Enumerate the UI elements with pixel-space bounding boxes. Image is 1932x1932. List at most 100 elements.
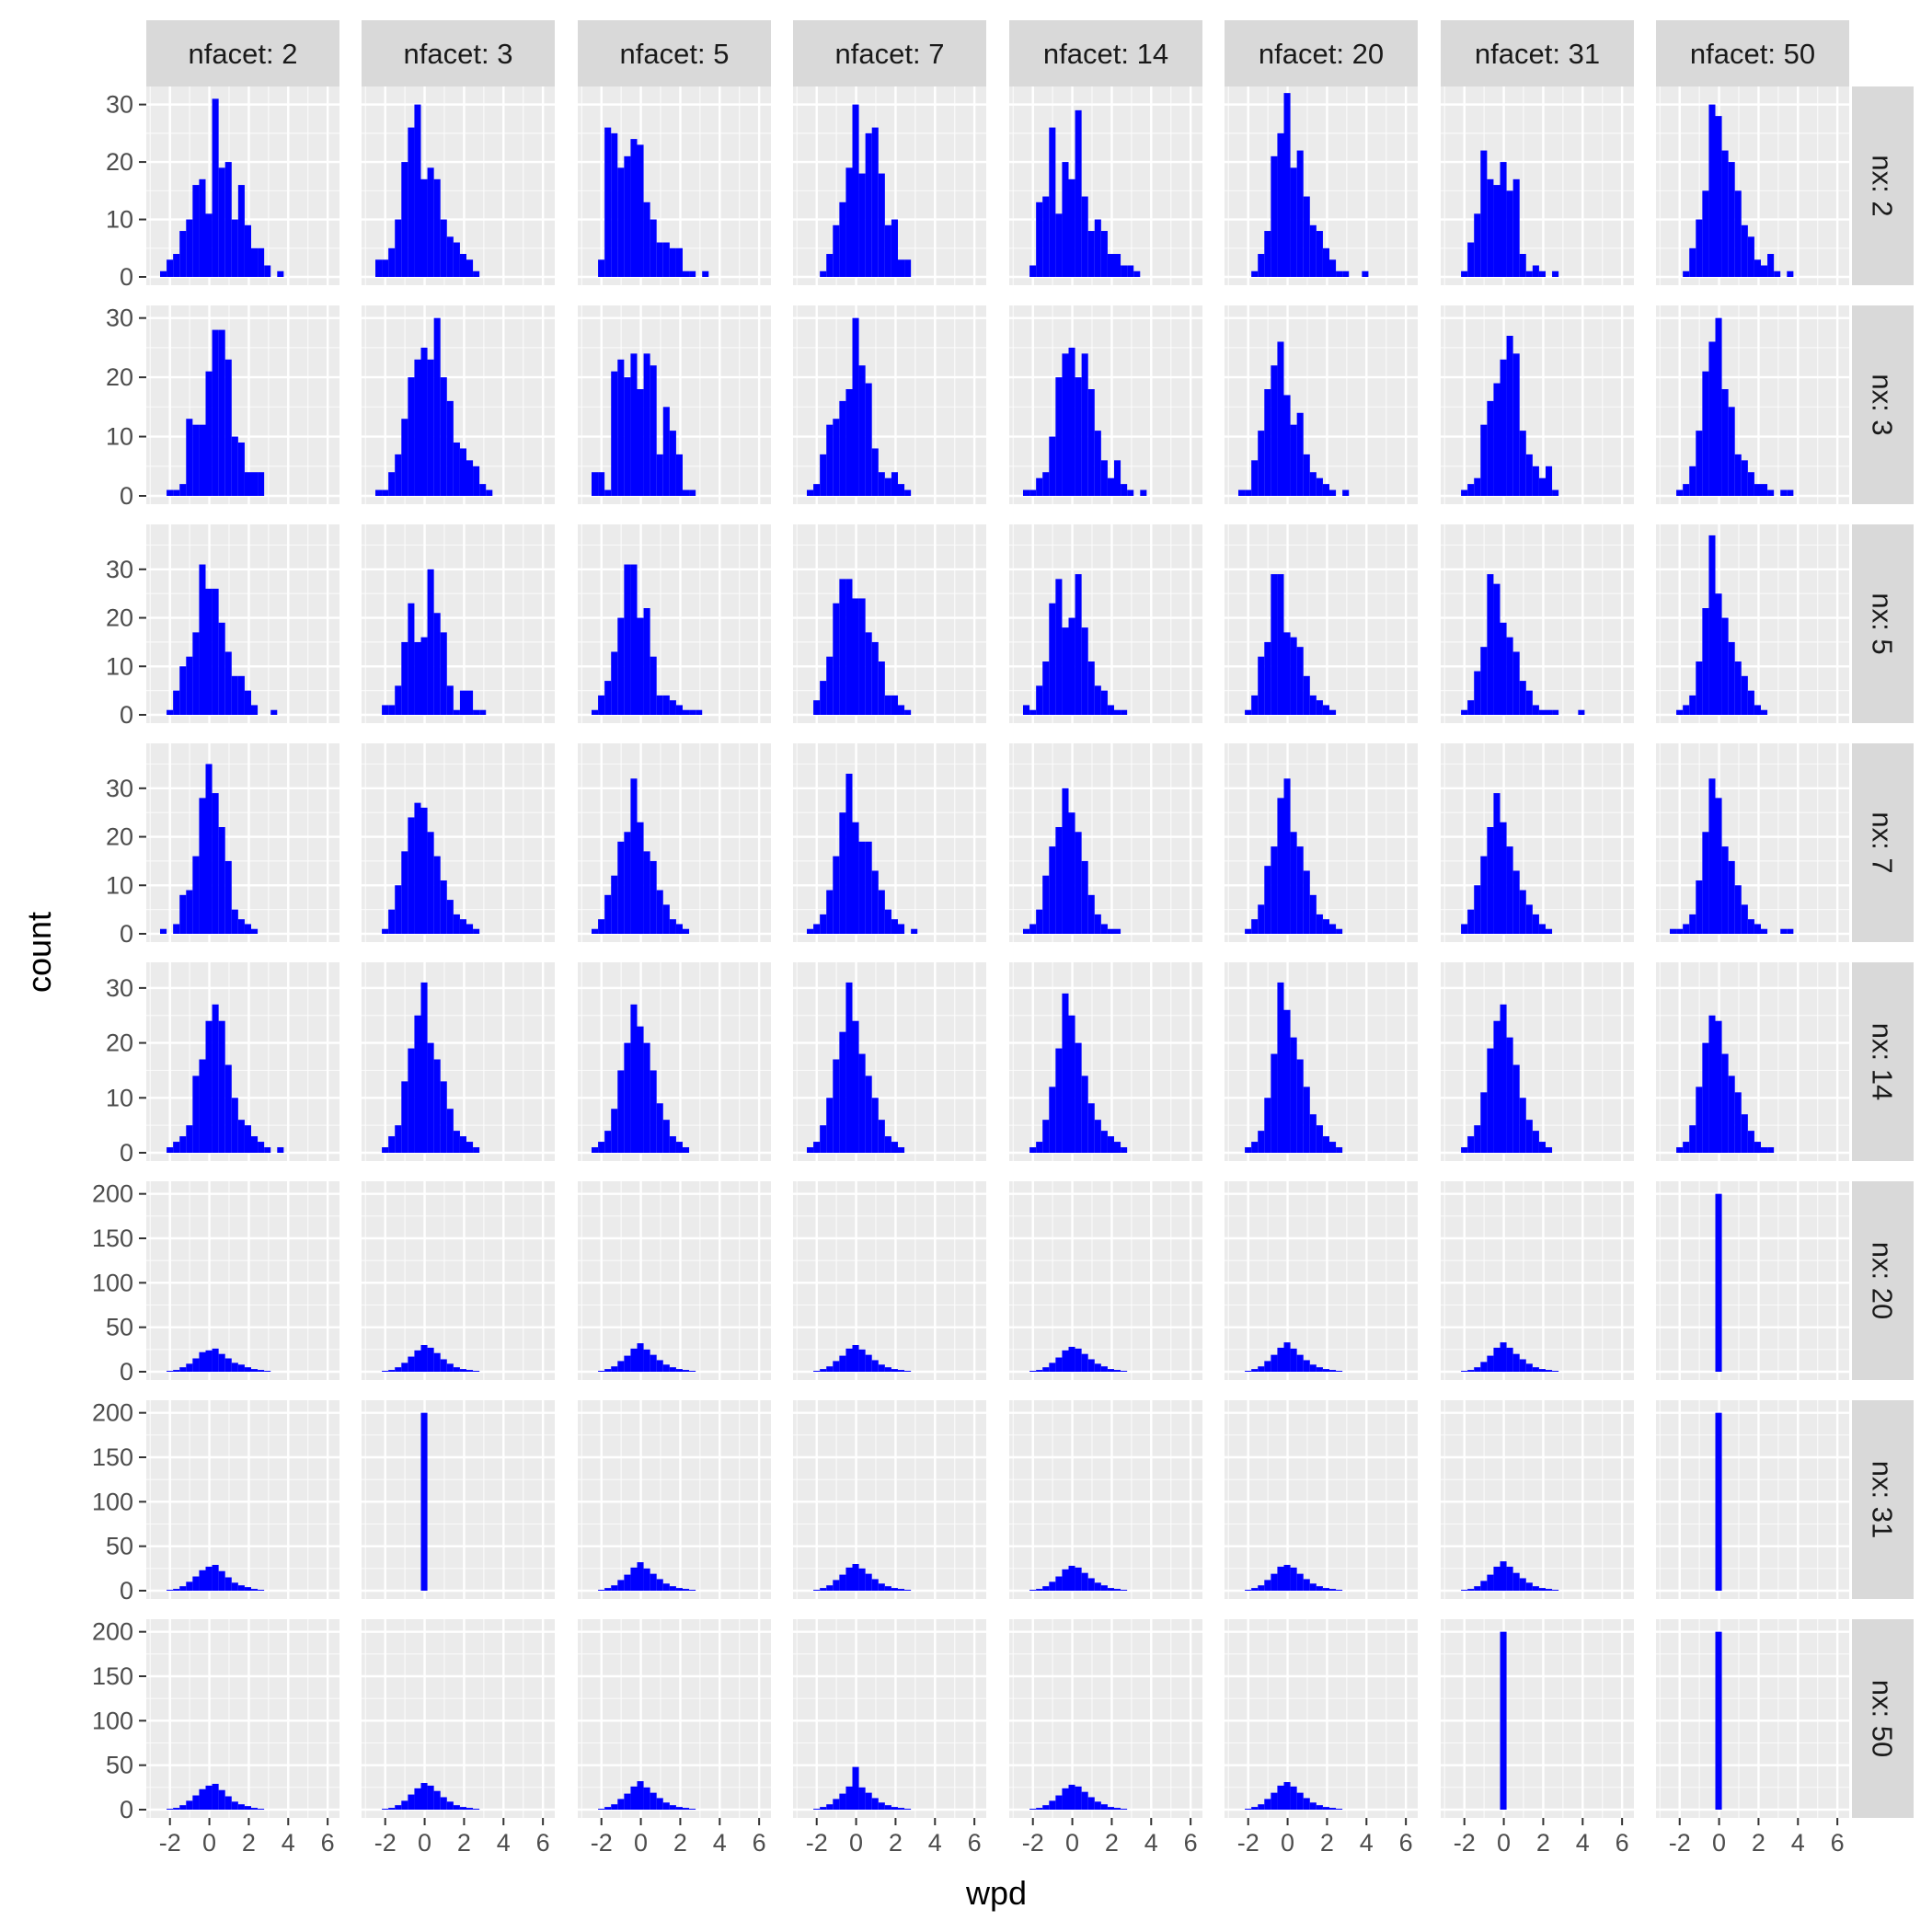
histogram-bar	[382, 259, 389, 277]
histogram-bar	[1290, 1348, 1297, 1372]
histogram-bar	[1055, 377, 1063, 496]
histogram-bar	[1461, 270, 1468, 277]
histogram-bar	[1075, 1786, 1082, 1810]
histogram-bar	[1493, 793, 1501, 934]
histogram-bar	[1036, 685, 1043, 715]
histogram-bar	[683, 1589, 690, 1591]
panel-background	[362, 524, 555, 723]
histogram-bar	[192, 185, 200, 277]
panel-background	[1009, 962, 1202, 1161]
x-tick-label: 0	[202, 1829, 216, 1857]
histogram-bar	[820, 681, 827, 715]
histogram-bar	[205, 764, 213, 934]
x-tick-label: 4	[1144, 1829, 1158, 1857]
histogram-bar	[630, 564, 638, 715]
histogram-bar	[408, 817, 415, 934]
histogram-bar	[833, 419, 840, 496]
histogram-bar	[1322, 1807, 1329, 1810]
histogram-bar	[1728, 1075, 1735, 1153]
histogram-bar	[592, 472, 599, 496]
histogram-bar	[820, 454, 827, 496]
histogram-bar	[1500, 1342, 1507, 1372]
histogram-bar	[689, 1371, 696, 1372]
x-tick-label: 2	[1752, 1829, 1765, 1857]
histogram-bar	[852, 104, 859, 277]
histogram-bar	[1049, 1581, 1056, 1591]
facet-panel	[1656, 86, 1849, 285]
histogram-bar	[878, 1802, 885, 1810]
histogram-bar	[1519, 890, 1526, 934]
histogram-bar	[218, 622, 225, 715]
histogram-bar	[473, 1371, 480, 1372]
y-axis-title: count	[20, 912, 58, 993]
histogram-bar	[1049, 1363, 1056, 1372]
histogram-bar	[1696, 661, 1703, 715]
histogram-bar	[675, 705, 683, 715]
histogram-bar	[1264, 866, 1271, 934]
histogram-bar	[408, 1048, 415, 1153]
histogram-bar	[1329, 1589, 1337, 1591]
histogram-bar	[160, 928, 167, 934]
row-strip-background	[1852, 743, 1914, 942]
histogram-bar	[199, 178, 206, 277]
histogram-bar	[212, 329, 219, 496]
histogram-bar	[1245, 709, 1252, 715]
panels-layer	[146, 86, 1849, 1818]
histogram-bar	[1245, 928, 1252, 934]
histogram-bar	[1741, 904, 1748, 934]
histogram-bar	[1487, 1574, 1494, 1591]
histogram-bar	[446, 900, 454, 934]
y-tick-label: 20	[106, 363, 133, 391]
histogram-bar	[852, 1020, 859, 1153]
histogram-bar	[1480, 856, 1488, 934]
histogram-bar	[858, 1787, 866, 1810]
facet-panel	[146, 1619, 339, 1818]
histogram-bar	[1683, 1142, 1690, 1153]
facet-panel	[362, 1181, 555, 1380]
histogram-bar	[624, 564, 631, 715]
histogram-bar	[1708, 535, 1716, 715]
histogram-bar	[813, 700, 821, 715]
column-strip: nfacet: 50	[1656, 20, 1849, 86]
histogram-bar	[1734, 454, 1742, 496]
histogram-bar	[1264, 1799, 1271, 1810]
histogram-bar	[1538, 270, 1546, 277]
histogram-bar	[1036, 1808, 1043, 1810]
histogram-bar	[1264, 231, 1271, 277]
histogram-bar	[1506, 1566, 1513, 1591]
histogram-bar	[1068, 617, 1075, 715]
y-tick-label: 10	[106, 423, 133, 451]
histogram-bar	[1329, 259, 1337, 277]
x-tick-label: 2	[1536, 1829, 1550, 1857]
panel-background	[793, 1181, 986, 1380]
row-strip-label: nx: 31	[1867, 1461, 1899, 1538]
histogram-bar	[173, 1370, 180, 1372]
histogram-bar	[453, 242, 460, 277]
x-tick-label: 4	[713, 1829, 727, 1857]
histogram-bar	[1506, 846, 1513, 934]
histogram-bar	[1676, 928, 1684, 934]
histogram-bar	[891, 1807, 898, 1810]
panel-background	[362, 962, 555, 1161]
histogram-bar	[662, 904, 670, 934]
histogram-bar	[264, 1147, 271, 1153]
histogram-bar	[433, 1790, 441, 1810]
histogram-bar	[1036, 1589, 1043, 1591]
panel-background	[1656, 1619, 1849, 1818]
x-tick-label: 6	[536, 1829, 550, 1857]
histogram-bar	[1100, 690, 1108, 715]
histogram-bar	[1519, 681, 1526, 715]
histogram-bar	[395, 1367, 402, 1372]
histogram-bar	[1049, 1087, 1056, 1153]
histogram-bar	[173, 489, 180, 496]
histogram-bar	[1094, 1120, 1101, 1153]
histogram-bar	[173, 924, 180, 934]
histogram-bar	[1474, 213, 1481, 277]
histogram-bar	[408, 377, 415, 496]
histogram-bar	[865, 1573, 872, 1591]
histogram-bar	[1734, 661, 1742, 715]
facet-panel	[1009, 743, 1202, 942]
histogram-bar	[1480, 647, 1488, 715]
histogram-bar	[395, 219, 402, 277]
x-tick-label: 4	[1360, 1829, 1374, 1857]
